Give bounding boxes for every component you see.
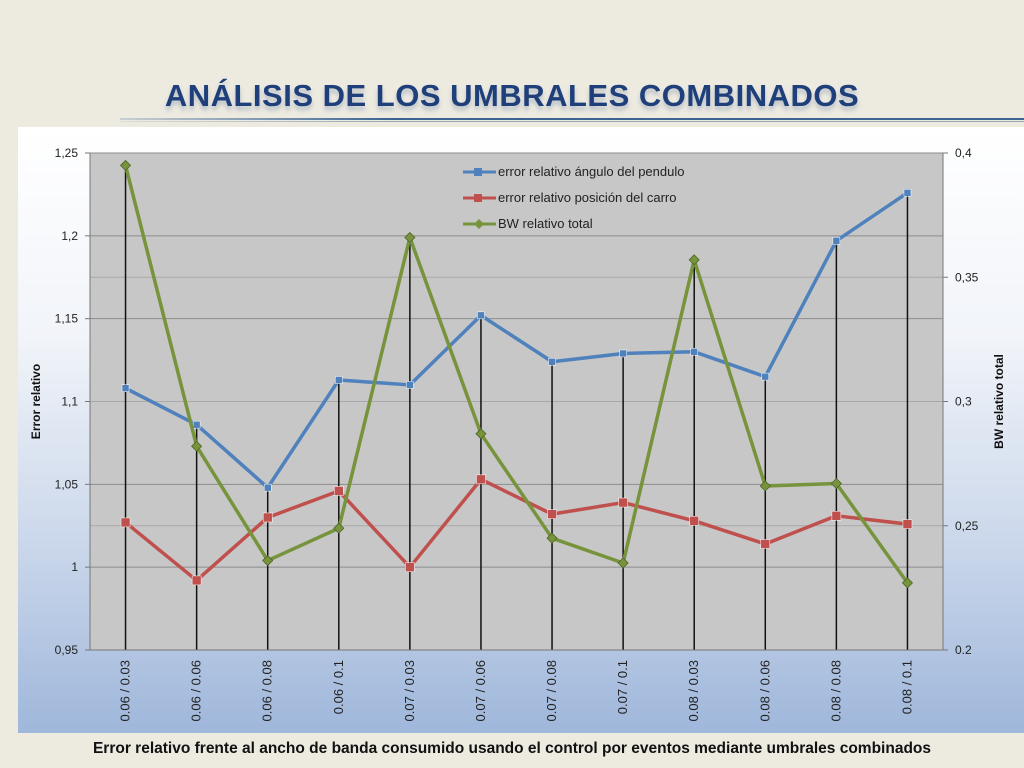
y2-tick-label: 0,4 — [955, 146, 972, 160]
slide-title: ANÁLISIS DE LOS UMBRALES COMBINADOS — [164, 78, 860, 113]
data-point — [830, 477, 842, 490]
y-tick-label: 1,25 — [55, 146, 79, 160]
x-tick-label: 0.08 / 0.03 — [686, 660, 701, 721]
data-point — [618, 497, 628, 508]
data-point — [617, 557, 629, 569]
y-tick-label: 1 — [71, 560, 78, 574]
y-tick-label: 1,15 — [55, 312, 79, 326]
x-tick-label: 0.07 / 0.08 — [544, 660, 559, 721]
data-point — [689, 516, 699, 526]
data-point — [404, 231, 416, 244]
data-point — [546, 532, 558, 544]
series-3 — [119, 159, 914, 589]
data-point — [901, 577, 914, 589]
x-tick-label: 0.06 / 0.06 — [189, 660, 204, 721]
data-point — [405, 562, 415, 572]
data-point — [475, 428, 487, 440]
x-tick-label: 0.08 / 0.06 — [757, 660, 772, 721]
series-line — [124, 477, 908, 583]
data-point — [690, 348, 698, 356]
data-point — [333, 522, 345, 534]
data-point — [619, 349, 627, 358]
x-tick-label: 0.07 / 0.06 — [473, 660, 488, 721]
legend-label: BW relativo total — [498, 216, 593, 231]
x-tick-label: 0.07 / 0.03 — [402, 660, 417, 721]
x-tick-label: 0.08 / 0.08 — [828, 660, 843, 721]
data-point — [263, 483, 272, 492]
x-tick-label: 0.08 / 0.1 — [899, 660, 914, 714]
data-point — [547, 509, 557, 519]
y-tick-label: 1,1 — [61, 395, 78, 409]
y-tick-label: 1,2 — [61, 229, 78, 243]
x-tick-label: 0.06 / 0.08 — [260, 660, 275, 721]
data-point — [548, 357, 556, 366]
series-2 — [120, 474, 913, 586]
y2-tick-label: 0,3 — [955, 395, 972, 409]
data-point — [477, 311, 485, 320]
data-point — [262, 512, 273, 523]
data-point — [476, 474, 486, 485]
title-underline-shadow — [120, 121, 1024, 122]
series-line — [124, 191, 909, 490]
chart-caption: Error relativo frente al ancho de banda … — [92, 740, 932, 757]
series-1 — [121, 189, 912, 492]
chart-area: 0,95 1 1,05 1,1 1,15 1,2 1,25 0.2 0,25 0,3 0,35 0,4… — [18, 127, 1024, 733]
x-tick-label: 0.07 / 0.1 — [615, 660, 630, 714]
y2-tick-label: 0.2 — [955, 643, 972, 657]
data-point — [192, 420, 201, 429]
data-point — [760, 539, 771, 549]
data-point — [121, 384, 130, 392]
line-chart: 0,95 1 1,05 1,1 1,15 1,2 1,25 0.2 0,25 0,3 0,35 0,4… — [29, 146, 1006, 721]
x-tick-label: 0.06 / 0.1 — [331, 660, 346, 714]
data-point — [831, 511, 842, 521]
y-tick-label: 1,05 — [55, 477, 79, 491]
series-line — [123, 164, 909, 584]
y-tick-label: 0,95 — [55, 643, 79, 657]
data-point — [759, 480, 771, 492]
data-point — [688, 254, 700, 266]
x-tick-label: 0.06 / 0.03 — [118, 660, 133, 721]
data-point — [761, 372, 770, 381]
legend-marker — [474, 194, 482, 202]
y2-tick-label: 0,35 — [955, 270, 979, 284]
y2-tick-label: 0,25 — [955, 519, 979, 533]
legend-label: error relativo posición del carro — [498, 190, 676, 205]
data-point — [191, 575, 202, 586]
legend-label: error relativo ángulo del pendulo — [498, 164, 684, 179]
title-underline — [120, 118, 1024, 120]
legend-marker — [474, 219, 484, 229]
data-point — [903, 189, 912, 197]
legend: error relativo ángulo del pendulo error r… — [463, 164, 684, 231]
data-point — [335, 376, 343, 384]
legend-marker — [474, 168, 482, 176]
data-point — [120, 517, 131, 528]
data-point — [902, 519, 913, 529]
data-point — [119, 159, 132, 171]
y-axis-title: Error relativo — [29, 364, 43, 439]
data-point — [262, 554, 274, 567]
data-point — [191, 440, 203, 452]
data-point — [334, 486, 344, 496]
data-point — [832, 237, 841, 245]
data-point — [406, 381, 414, 389]
y2-axis-title: BW relativo total — [992, 354, 1006, 449]
